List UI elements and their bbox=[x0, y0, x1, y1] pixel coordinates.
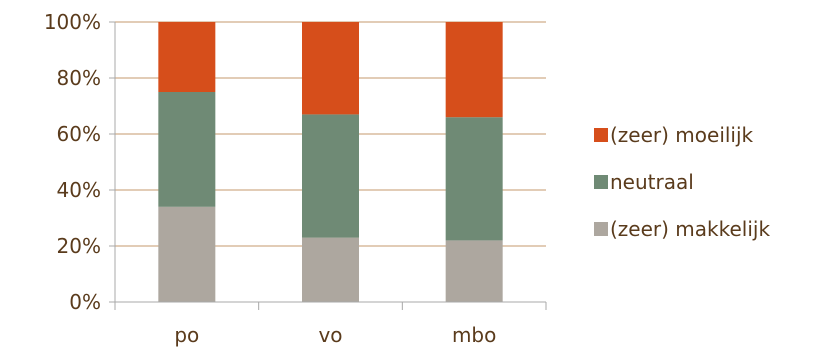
axes: 0% 20% 40% 60% 80% 100% po vo mbo bbox=[44, 10, 547, 347]
y-tick-label: 60% bbox=[57, 122, 101, 146]
legend: (zeer) moeilijk neutraal (zeer) makkelijk bbox=[594, 123, 770, 241]
bar-segment bbox=[158, 22, 216, 92]
legend-label: (zeer) moeilijk bbox=[610, 123, 754, 147]
bar-segment bbox=[302, 22, 359, 115]
bar-segment bbox=[302, 237, 359, 302]
bar-segment bbox=[158, 206, 216, 302]
y-tick-label: 0% bbox=[69, 290, 101, 314]
x-tick-label: po bbox=[174, 323, 199, 347]
bars bbox=[158, 22, 503, 302]
y-tick-label: 100% bbox=[44, 10, 101, 34]
legend-label: neutraal bbox=[610, 170, 694, 194]
x-tick-label: vo bbox=[318, 323, 342, 347]
y-tick-label: 80% bbox=[57, 66, 101, 90]
bar-segment bbox=[445, 240, 503, 302]
legend-swatch bbox=[594, 175, 608, 189]
legend-swatch bbox=[594, 222, 608, 236]
bar-segment bbox=[302, 114, 359, 238]
legend-swatch bbox=[594, 128, 608, 142]
legend-label: (zeer) makkelijk bbox=[610, 217, 770, 241]
y-tick-label: 20% bbox=[57, 234, 101, 258]
y-tick-label: 40% bbox=[57, 178, 101, 202]
bar-segment bbox=[445, 117, 503, 241]
bar-segment bbox=[158, 92, 216, 207]
bar-segment bbox=[445, 22, 503, 118]
x-tick-label: mbo bbox=[452, 323, 496, 347]
